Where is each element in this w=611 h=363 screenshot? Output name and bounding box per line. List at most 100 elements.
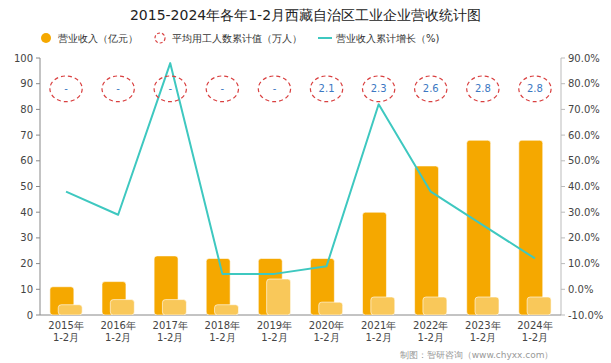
bar (267, 279, 291, 315)
y-tick-label: 70 (20, 130, 33, 141)
y-tick (36, 263, 40, 264)
y-tick-label: 100 (14, 53, 33, 64)
y2-tick-label: 90.0% (568, 53, 600, 64)
data-label: - (221, 83, 225, 94)
y2-tick-label: 60.0% (568, 130, 600, 141)
data-label: 2.8 (475, 83, 491, 94)
y-tick (36, 237, 40, 238)
y-tick-label: 60 (20, 155, 33, 166)
legend-label: 平均用工人数累计值（万人） (172, 33, 302, 44)
y2-tick-label: 50.0% (568, 155, 600, 166)
data-label: - (64, 83, 68, 94)
bar (110, 300, 134, 315)
y-tick-label: 30 (20, 232, 33, 243)
y-tick (36, 83, 40, 84)
bar (423, 297, 447, 315)
y-tick (36, 289, 40, 290)
y-tick (36, 212, 40, 213)
worker-ellipse (258, 76, 290, 102)
bar (415, 166, 439, 315)
labels: - - - - - 2.1 2.3 2.6 2.8 2.8 (50, 76, 551, 102)
legend-swatch (155, 33, 165, 43)
y-tick-label: 90 (20, 78, 33, 89)
y-tick-label: 80 (20, 104, 33, 115)
x-tick-label: 2016年1-2月 (100, 320, 135, 343)
worker-ellipse (467, 76, 499, 102)
growth-line (66, 63, 535, 274)
y2-tick (561, 83, 565, 84)
legend-swatch (318, 37, 332, 39)
x-tick-label: 2024年1-2月 (517, 320, 552, 343)
y-tick (36, 135, 40, 136)
y2-tick-label: 20.0% (568, 232, 600, 243)
y2-tick (561, 315, 565, 316)
legend: 营业收入（亿元） 平均用工人数累计值（万人） 营业收入累计增长（%) (41, 33, 440, 44)
y-tick (36, 160, 40, 161)
worker-ellipse (310, 76, 342, 102)
y2-tick-label: 70.0% (568, 104, 600, 115)
worker-ellipse (206, 76, 238, 102)
x-tick-label: 2022年1-2月 (413, 320, 448, 343)
plot-area (50, 63, 551, 315)
chart: 2015-2024年各年1-2月西藏自治区工业企业营收统计图 0 10 20 30 40 5… (0, 0, 611, 363)
bar (215, 305, 239, 315)
data-label: 2.8 (527, 83, 543, 94)
y2-tick (561, 135, 565, 136)
y-tick-label: 0 (27, 310, 33, 321)
y-tick (36, 58, 40, 59)
y2-tick (561, 237, 565, 238)
y2-tick (561, 212, 565, 213)
y2-tick-label: -10.0% (568, 310, 603, 321)
data-label: 2.1 (319, 83, 335, 94)
x-tick-label: 2017年1-2月 (153, 320, 188, 343)
data-label: - (168, 83, 172, 94)
bar (475, 297, 499, 315)
y2-tick-label: 40.0% (568, 181, 600, 192)
background (0, 0, 611, 363)
y-tick-label: 20 (20, 258, 33, 269)
data-label: - (273, 83, 277, 94)
y-tick (36, 186, 40, 187)
bar (519, 140, 543, 315)
bar (162, 300, 186, 315)
bar (527, 297, 551, 315)
y-tick-label: 10 (20, 284, 33, 295)
y2-tick (561, 160, 565, 161)
y2-tick (561, 58, 565, 59)
data-label: 2.3 (371, 83, 387, 94)
y2-tick (561, 289, 565, 290)
watermark: 制图：智研咨询（www.chyxx.com） (400, 350, 554, 360)
y-tick (36, 109, 40, 110)
worker-ellipse (50, 76, 82, 102)
bar (371, 297, 395, 315)
y2-tick (561, 109, 565, 110)
worker-ellipse (415, 76, 447, 102)
legend-label: 营业收入（亿元） (58, 33, 138, 44)
x-tick-label: 2020年1-2月 (309, 320, 344, 343)
worker-ellipse (362, 76, 394, 102)
x-tick-label: 2018年1-2月 (205, 320, 240, 343)
y-tick-label: 50 (20, 181, 33, 192)
y-tick-label: 40 (20, 207, 33, 218)
y2-tick (561, 263, 565, 264)
y-tick (36, 315, 40, 316)
data-label: 2.6 (423, 83, 439, 94)
data-label: - (116, 83, 120, 94)
y2-tick-label: 80.0% (568, 78, 600, 89)
x-tick-label: 2021年1-2月 (361, 320, 396, 343)
x-tick-label: 2015年1-2月 (48, 320, 83, 343)
legend-label: 营业收入累计增长（%) (336, 33, 440, 44)
y2-tick-label: 30.0% (568, 207, 600, 218)
x-tick-label: 2023年1-2月 (465, 320, 500, 343)
y2-tick-label: 0.0% (568, 284, 593, 295)
title: 2015-2024年各年1-2月西藏自治区工业企业营收统计图 (130, 7, 481, 23)
worker-ellipse (519, 76, 551, 102)
worker-ellipse (154, 76, 186, 102)
y2-tick (561, 186, 565, 187)
bar (58, 305, 82, 315)
worker-ellipse (102, 76, 134, 102)
legend-swatch (41, 33, 51, 43)
y2-tick-label: 10.0% (568, 258, 600, 269)
bar (319, 302, 343, 315)
x-tick-label: 2019年1-2月 (257, 320, 292, 343)
